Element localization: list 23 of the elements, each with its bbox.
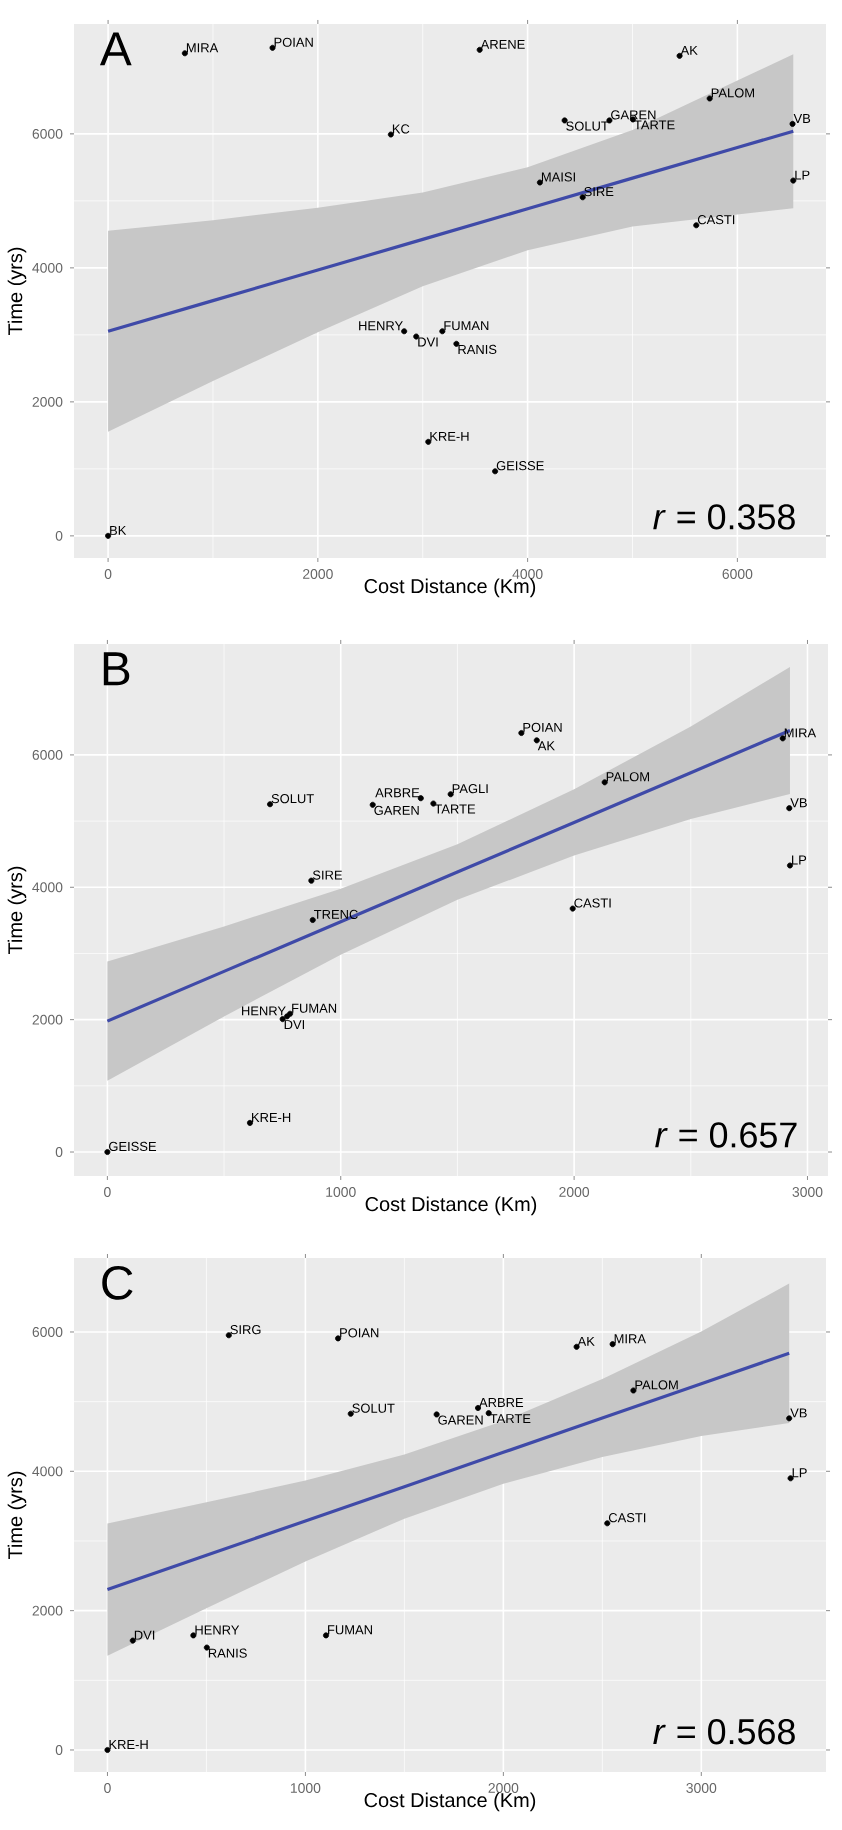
y-axis-title: Time (yrs) xyxy=(7,866,27,954)
y-axis-title: Time (yrs) xyxy=(7,247,27,335)
point xyxy=(323,1632,329,1639)
point xyxy=(536,179,543,186)
point xyxy=(203,1644,210,1651)
annotation: r = 0.568 xyxy=(653,1718,795,1745)
line-series xyxy=(105,1351,791,1592)
x-axis-title: Cost Distance (Km) xyxy=(364,578,536,598)
point xyxy=(104,1149,111,1156)
chart-title: C xyxy=(102,1265,133,1300)
point xyxy=(181,50,188,57)
annotation: r = 0.657 xyxy=(655,1122,797,1148)
x-axis-title: Cost Distance (Km) xyxy=(365,1196,537,1216)
point xyxy=(246,1119,253,1126)
point xyxy=(518,730,525,736)
chart-title: B xyxy=(103,652,130,686)
annotation: r = 0.358 xyxy=(653,504,795,530)
point xyxy=(387,131,394,138)
point xyxy=(129,1637,136,1644)
chart-title: A xyxy=(99,32,132,66)
y-axis-title: Time (yrs) xyxy=(7,1471,27,1559)
point xyxy=(786,862,793,869)
x-axis-title: Cost Distance (Km) xyxy=(364,1792,536,1812)
